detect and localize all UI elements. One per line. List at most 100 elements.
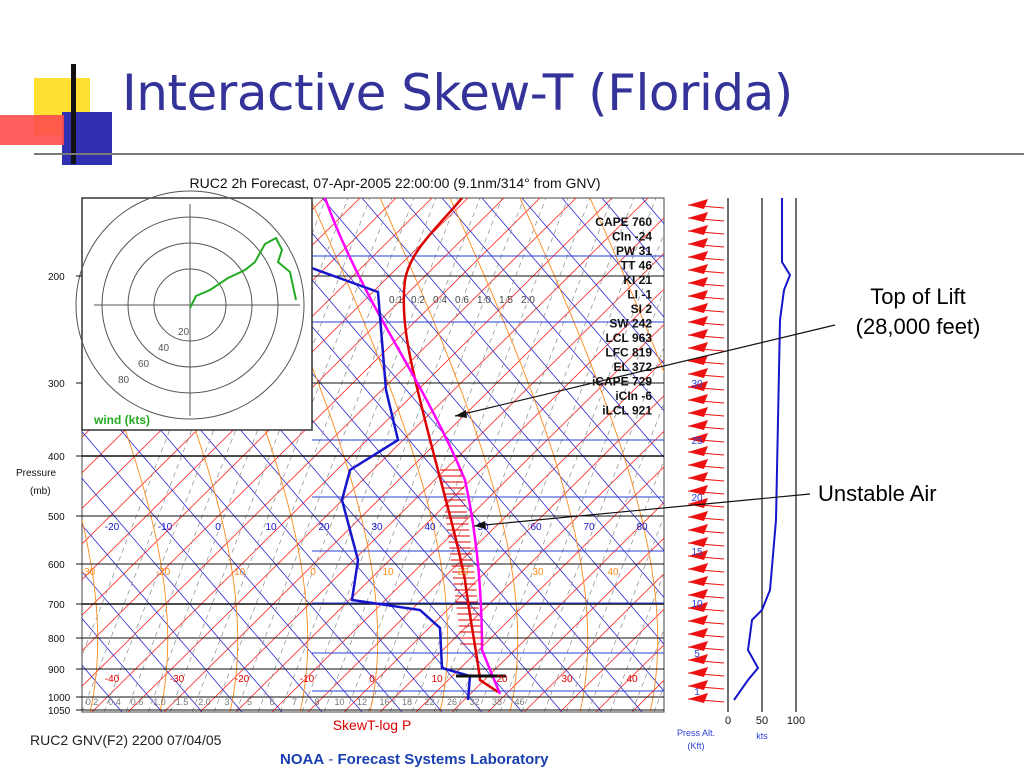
altitude-tick-label: 1 — [694, 687, 700, 698]
isotherm-line — [199, 252, 664, 712]
upper-temperature-label: 0 — [215, 522, 221, 533]
moist-adiabat-curve — [379, 198, 519, 712]
lower-temperature-label: -10 — [300, 674, 315, 685]
upper-temperature-label: -20 — [105, 522, 120, 533]
wind-barb-shaft — [687, 633, 725, 638]
speed-axis-label: 100 — [787, 715, 805, 727]
middle-temperature-label: -10 — [231, 567, 246, 578]
slide-title: Interactive Skew-T (Florida) — [122, 64, 793, 122]
stability-index: iLCL 921 — [602, 404, 652, 418]
mixing-ratio-bottom-label: 5 — [247, 697, 252, 707]
dry-adiabat-line — [762, 198, 1024, 712]
pressure-tick-label: 700 — [48, 600, 65, 611]
mixing-ratio-bottom-label: 3 — [224, 697, 229, 707]
isotherm-line — [82, 198, 469, 581]
wind-barb-shaft — [687, 386, 725, 391]
mixing-ratio-label: 0.2 — [411, 295, 425, 306]
pressure-axis-unit: (mb) — [30, 486, 51, 497]
wind-barb-shaft — [687, 672, 725, 677]
lower-temperature-label: -30 — [170, 674, 185, 685]
pressure-tick-label: 500 — [48, 512, 65, 523]
top-of-lift-arrowhead — [455, 410, 467, 418]
isotherm-line — [235, 288, 664, 712]
middle-temperature-label: 20 — [457, 567, 469, 578]
mixing-ratio-label: 1.0 — [477, 295, 491, 306]
altitude-tick-label: 20 — [691, 493, 703, 504]
mixing-ratio-bottom-label: 18 — [402, 697, 412, 707]
dry-adiabat-line — [802, 198, 1024, 712]
wind-speed-profile — [733, 198, 792, 701]
mixing-ratio-bottom-label: 10 — [334, 697, 344, 707]
unstable-air-callout: Unstable Air — [818, 481, 937, 506]
dry-adiabat-line — [82, 617, 163, 712]
wind-barb-shaft — [687, 399, 725, 404]
mixing-ratio-bottom-label: 12 — [357, 697, 367, 707]
mixing-ratio-label: 0.1 — [389, 295, 403, 306]
wind-barb-shaft — [687, 698, 725, 703]
dry-adiabat-line — [82, 524, 243, 712]
mixing-ratio-line — [147, 198, 349, 712]
pressure-tick-label: 1000 — [48, 693, 71, 704]
hodograph-legend: wind (kts) — [93, 413, 150, 427]
mixing-ratio-line — [609, 572, 664, 712]
isotherm-line — [307, 359, 664, 712]
stability-index: LI -1 — [627, 288, 652, 302]
speed-unit-label: kts — [756, 731, 768, 741]
stability-index: EL 372 — [614, 360, 653, 374]
hodograph-ring-label: 20 — [178, 327, 190, 338]
wind-barb-shaft — [687, 373, 725, 378]
unstable-air-pointer — [473, 493, 811, 527]
dewpoint-trace — [282, 198, 472, 701]
isotherm-line — [0, 198, 36, 712]
altitude-tick-label: 15 — [691, 547, 703, 558]
middle-temperature-label: -20 — [156, 567, 171, 578]
x-axis-title: SkewT-log P — [333, 717, 412, 733]
mixing-ratio-line — [521, 346, 664, 712]
mixing-ratio-line — [213, 198, 415, 712]
mixing-ratio-bottom-label: 22 — [424, 697, 434, 707]
red-bar — [0, 115, 64, 145]
speed-axis-label: 0 — [725, 715, 731, 727]
wind-barb-shaft — [687, 204, 725, 209]
wind-barb-shaft — [687, 529, 725, 534]
press-alt-unit: (Kft) — [688, 741, 705, 751]
pressure-tick-label: 900 — [48, 665, 65, 676]
wind-barb-shaft — [687, 581, 725, 586]
isotherm-line — [91, 198, 613, 712]
noaa-label: NOAA — [280, 751, 324, 768]
dry-adiabat-line — [401, 198, 664, 505]
isotherm-line — [82, 198, 541, 652]
parcel-trace — [323, 198, 502, 695]
lower-temperature-label: 10 — [431, 674, 443, 685]
wind-barb-shaft — [687, 607, 725, 612]
stability-index: SI 2 — [631, 302, 653, 316]
blue-square — [62, 112, 112, 165]
upper-temperature-label: 40 — [424, 522, 436, 533]
stability-index: LCL 963 — [606, 331, 653, 345]
stability-index: LFC 819 — [605, 346, 652, 360]
wind-barb-shaft — [687, 490, 725, 495]
mixing-ratio-line — [543, 402, 664, 712]
wind-barb-shaft — [687, 217, 725, 222]
footer-separator: - — [324, 751, 337, 768]
hodograph-inset: 20 40 60 80 wind (kts) — [75, 190, 313, 431]
top-of-lift-callout: Top of Lift (28,000 feet) — [832, 282, 1004, 342]
stability-index: CIn -24 — [612, 230, 652, 244]
moist-adiabat-curve — [519, 198, 659, 712]
pressure-tick-label: 200 — [48, 272, 65, 283]
middle-temperature-label: 10 — [382, 567, 394, 578]
wind-barb-shaft — [687, 594, 725, 599]
wind-barb-shaft — [687, 230, 725, 235]
isotherm-line — [82, 198, 577, 687]
wind-barb-shaft — [687, 542, 725, 547]
lower-temperature-label: 20 — [496, 674, 508, 685]
upper-temperature-label: 20 — [318, 522, 330, 533]
wind-barb-shaft — [687, 308, 725, 313]
lower-temperature-label: -20 — [235, 674, 250, 685]
stability-index: TT 46 — [621, 259, 653, 273]
mixing-ratio-line — [367, 198, 569, 712]
wind-barb-shaft — [687, 451, 725, 456]
slide-corner-decoration — [0, 64, 112, 165]
isotherm-line — [559, 608, 664, 712]
